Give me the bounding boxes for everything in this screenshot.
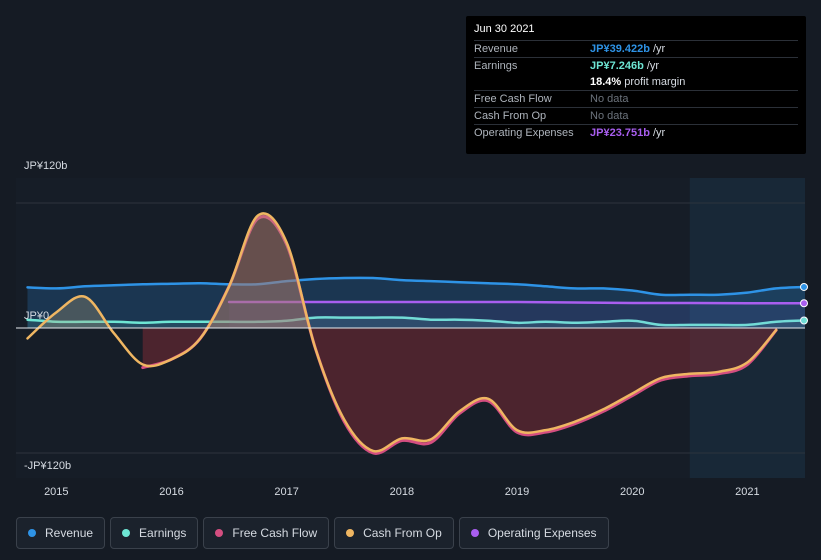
tooltip-row-value: JP¥7.246b: [590, 60, 644, 72]
tooltip-row-label: [474, 74, 590, 90]
area-earnings: [27, 317, 805, 328]
y-axis-label-zero: JP¥0: [24, 310, 50, 322]
legend-label: Cash From Op: [363, 526, 442, 540]
legend-dot-icon: [470, 529, 479, 537]
tooltip-date: Jun 30 2021: [474, 23, 535, 35]
line-earnings: [26, 316, 807, 327]
legend-dot-icon: [28, 529, 36, 537]
tooltip-row-label: Earnings: [474, 60, 518, 72]
legend-item-earnings[interactable]: Earnings: [110, 517, 199, 549]
legend: Revenue Earnings Free Cash Flow Cash From O…: [16, 517, 614, 549]
tooltip-row-value: No data: [590, 110, 629, 122]
tooltip-row-label: Free Cash Flow: [474, 93, 552, 105]
legend-dot-icon: [122, 529, 131, 537]
tooltip-row-value: 18.4%: [590, 76, 622, 88]
tooltip-row-value: JP¥23.751b: [590, 127, 650, 139]
line-operating-expenses: [227, 300, 807, 305]
x-axis-tick-label: 2016: [159, 486, 183, 498]
tooltip-row: Cash From Op No data: [474, 107, 798, 124]
tooltip-row-unit: /yr: [652, 43, 666, 55]
tooltip: Jun 30 2021 Revenue JP¥39.422b/yr Earnings…: [466, 16, 806, 154]
line-cash-from-op: [26, 212, 778, 453]
legend-item-revenue[interactable]: Revenue: [16, 517, 106, 549]
x-axis-tick-label: 2015: [44, 486, 68, 498]
area-free-cash-flow-negative: [142, 328, 777, 454]
tooltip-row-label: Revenue: [474, 43, 519, 55]
x-axis-tick-label: 2018: [390, 486, 414, 498]
legend-item-cash-from-op[interactable]: Cash From Op: [334, 517, 454, 549]
legend-label: Revenue: [45, 526, 94, 540]
x-axis-tick-label: 2020: [620, 486, 644, 498]
tooltip-row: Revenue JP¥39.422b/yr: [474, 40, 798, 57]
tooltip-row: Free Cash Flow No data: [474, 90, 798, 107]
tooltip-row: 18.4% profit margin: [474, 74, 798, 90]
y-axis-label-min: -JP¥120b: [24, 460, 72, 472]
legend-label: Earnings: [139, 526, 187, 540]
tooltip-row-unit: profit margin: [624, 76, 686, 88]
tooltip-row-value: JP¥39.422b: [590, 43, 650, 55]
endpoint-revenue: [800, 282, 808, 291]
line-revenue: [26, 276, 807, 297]
x-axis-tick-label: 2021: [735, 486, 759, 498]
legend-item-operating-expenses[interactable]: Operating Expenses: [458, 517, 609, 549]
legend-item-free-cash-flow[interactable]: Free Cash Flow: [203, 517, 330, 549]
tooltip-row: Earnings JP¥7.246b/yr: [474, 57, 798, 74]
x-axis-tick-label: 2019: [505, 486, 529, 498]
legend-dot-icon: [346, 529, 355, 537]
tooltip-row-label: Cash From Op: [474, 110, 547, 122]
endpoint-earnings: [800, 316, 808, 325]
chart: 2015 2016 2017 2018 2019 2020 2021: [16, 178, 808, 498]
legend-label: Free Cash Flow: [232, 526, 318, 540]
legend-dot-icon: [215, 529, 224, 537]
tooltip-row-unit: /yr: [652, 127, 666, 139]
tooltip-row-label: Operating Expenses: [474, 127, 574, 139]
area-free-cash-flow-positive: [142, 216, 777, 328]
x-axis-tick-label: 2017: [274, 486, 298, 498]
y-axis-label-max: JP¥120b: [24, 160, 68, 172]
tooltip-row-value: No data: [590, 93, 629, 105]
tooltip-row-unit: /yr: [646, 60, 660, 72]
endpoint-operating-expenses: [800, 299, 808, 308]
legend-label: Operating Expenses: [487, 526, 597, 540]
area-operating-expenses: [229, 301, 806, 328]
tooltip-row: Operating Expenses JP¥23.751b/yr: [474, 124, 798, 141]
